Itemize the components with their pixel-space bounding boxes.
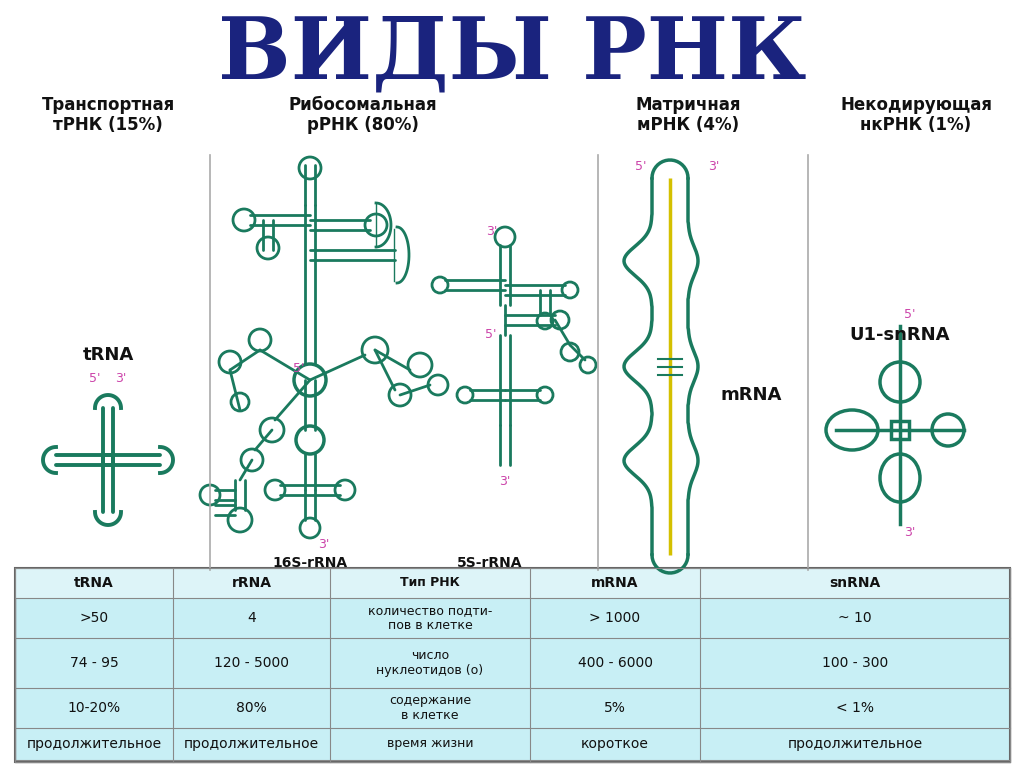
Text: количество подти-
пов в клетке: количество подти- пов в клетке	[368, 604, 493, 632]
Text: tRNA: tRNA	[82, 346, 133, 364]
Text: 5%: 5%	[604, 701, 626, 715]
Text: 5': 5'	[89, 372, 101, 385]
Text: продолжительное: продолжительное	[787, 737, 923, 751]
Text: 3': 3'	[904, 526, 915, 539]
Text: 400 - 6000: 400 - 6000	[578, 656, 652, 670]
Text: 5': 5'	[294, 362, 305, 375]
Bar	[891, 421, 909, 439]
Text: продолжительное: продолжительное	[184, 737, 319, 751]
Text: Матричная
мРНК (4%): Матричная мРНК (4%)	[635, 96, 740, 134]
Text: время жизни: время жизни	[387, 738, 473, 750]
Text: ВИДЫ РНК: ВИДЫ РНК	[218, 13, 806, 97]
Text: Некодирующая
нкРНК (1%): Некодирующая нкРНК (1%)	[840, 96, 992, 134]
Text: 5': 5'	[636, 160, 647, 173]
Text: 5': 5'	[904, 308, 915, 321]
Text: продолжительное: продолжительное	[27, 737, 162, 751]
Text: 3': 3'	[318, 538, 330, 551]
Text: mRNA: mRNA	[720, 386, 781, 404]
Text: 3': 3'	[115, 372, 126, 385]
Text: Тип РНК: Тип РНК	[400, 577, 460, 590]
Text: tRNA: tRNA	[74, 576, 114, 590]
Text: 5': 5'	[485, 328, 497, 341]
Text: 10-20%: 10-20%	[68, 701, 121, 715]
Text: короткое: короткое	[581, 737, 649, 751]
Text: 3': 3'	[500, 475, 511, 488]
Text: >50: >50	[80, 611, 109, 625]
Text: 4: 4	[247, 611, 256, 625]
Text: содержание
в клетке: содержание в клетке	[389, 694, 471, 722]
Text: 5S-rRNA: 5S-rRNA	[458, 556, 522, 570]
Text: число
нуклеотидов (о): число нуклеотидов (о)	[377, 649, 483, 677]
Text: Рибосомальная
рРНК (80%): Рибосомальная рРНК (80%)	[289, 96, 437, 134]
FancyBboxPatch shape	[15, 568, 1010, 598]
Text: ~ 10: ~ 10	[839, 611, 871, 625]
Text: 80%: 80%	[237, 701, 267, 715]
Text: mRNA: mRNA	[591, 576, 639, 590]
Text: U1-snRNA: U1-snRNA	[850, 326, 950, 344]
FancyBboxPatch shape	[15, 568, 1010, 762]
Text: < 1%: < 1%	[836, 701, 874, 715]
Text: rRNA: rRNA	[231, 576, 271, 590]
Text: 16S-rRNA: 16S-rRNA	[272, 556, 347, 570]
Text: 120 - 5000: 120 - 5000	[214, 656, 289, 670]
Text: 100 - 300: 100 - 300	[822, 656, 888, 670]
Text: Транспортная
тРНК (15%): Транспортная тРНК (15%)	[41, 96, 175, 134]
Text: > 1000: > 1000	[590, 611, 641, 625]
Text: snRNA: snRNA	[829, 576, 881, 590]
Text: 3': 3'	[485, 225, 497, 238]
Text: 3': 3'	[708, 160, 720, 173]
Text: 74 - 95: 74 - 95	[70, 656, 119, 670]
